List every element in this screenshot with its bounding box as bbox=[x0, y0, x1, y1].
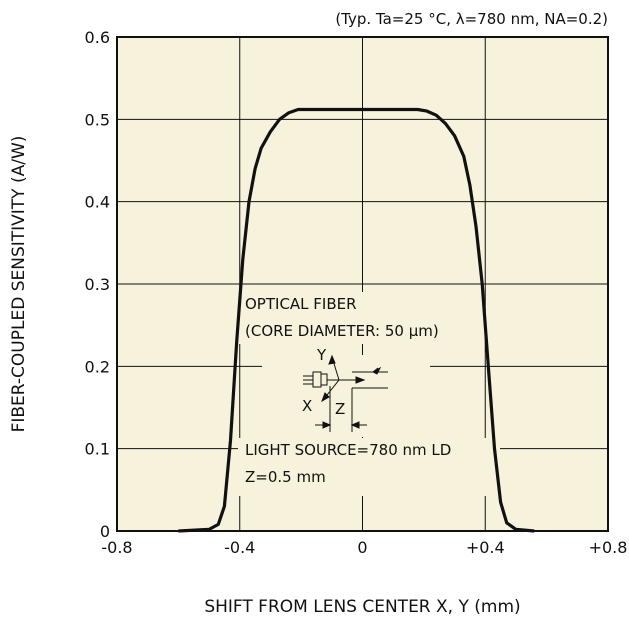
fiber-alignment-diagram bbox=[303, 354, 388, 432]
label-backdrop bbox=[238, 292, 478, 344]
annotations: OPTICAL FIBER (CORE DIAMETER: 50 μm) LIGHT… bbox=[245, 295, 451, 486]
x-tick-label: 0 bbox=[357, 538, 367, 557]
y-tick-label: 0.6 bbox=[85, 28, 110, 47]
tick-labels: -0.8 -0.4 0 +0.4 +0.8 0 0.1 0.2 0.3 0.4 0.5 0.6 bbox=[85, 28, 628, 557]
inset-x-label: X bbox=[302, 397, 312, 415]
sensitivity-curve bbox=[178, 107, 535, 533]
annotation-text: LIGHT SOURCE=780 nm LD bbox=[245, 441, 451, 459]
x-tick-label: +0.8 bbox=[589, 538, 628, 557]
y-tick-label: 0.1 bbox=[85, 440, 110, 459]
y-tick-label: 0.4 bbox=[85, 193, 110, 212]
y-tick-label: 0.3 bbox=[85, 275, 110, 294]
y-tick-label: 0.2 bbox=[85, 357, 110, 376]
label-backdrop bbox=[238, 438, 500, 496]
plot-frame bbox=[116, 36, 609, 532]
x-tick-label: +0.4 bbox=[466, 538, 505, 557]
y-tick-label: 0.5 bbox=[85, 110, 110, 129]
x-tick-label: -0.8 bbox=[101, 538, 132, 557]
y-tick-label: 0 bbox=[100, 522, 110, 541]
annotation-text: (CORE DIAMETER: 50 μm) bbox=[245, 322, 439, 340]
inset-z-label: Z bbox=[335, 400, 345, 418]
inset-y-label: Y bbox=[316, 346, 327, 364]
x-axis-title: SHIFT FROM LENS CENTER X, Y (mm) bbox=[204, 597, 520, 617]
y-axis-title: FIBER-COUPLED SENSITIVITY (A/W) bbox=[9, 136, 29, 433]
grid bbox=[117, 37, 608, 531]
x-tick-label: -0.4 bbox=[224, 538, 255, 557]
chart-title: (Typ. Ta=25 °C, λ=780 nm, NA=0.2) bbox=[335, 10, 608, 28]
label-backdrop bbox=[262, 355, 430, 437]
inset-mask bbox=[238, 292, 500, 496]
annotation-text: Z=0.5 mm bbox=[245, 468, 326, 486]
annotation-text: OPTICAL FIBER bbox=[245, 295, 357, 313]
